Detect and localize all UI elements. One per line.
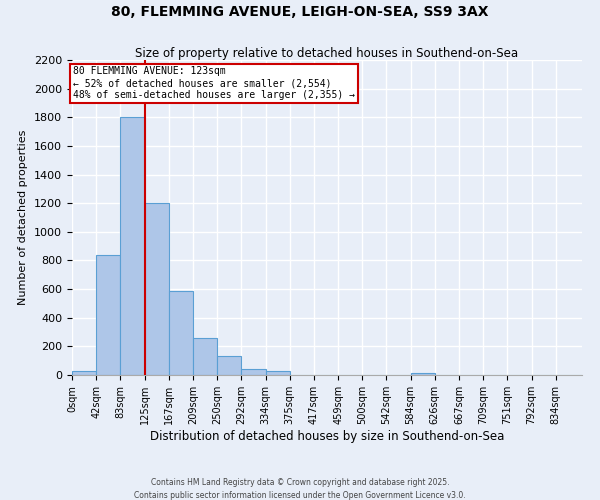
Bar bbox=[266, 370, 290, 375]
Text: 80, FLEMMING AVENUE, LEIGH-ON-SEA, SS9 3AX: 80, FLEMMING AVENUE, LEIGH-ON-SEA, SS9 3… bbox=[111, 5, 489, 19]
Bar bbox=[217, 356, 241, 375]
Bar bbox=[96, 254, 121, 375]
Text: 80 FLEMMING AVENUE: 123sqm
← 52% of detached houses are smaller (2,554)
48% of s: 80 FLEMMING AVENUE: 123sqm ← 52% of deta… bbox=[73, 66, 355, 100]
Bar bbox=[121, 118, 145, 375]
Title: Size of property relative to detached houses in Southend-on-Sea: Size of property relative to detached ho… bbox=[136, 47, 518, 60]
Y-axis label: Number of detached properties: Number of detached properties bbox=[19, 130, 28, 305]
Bar bbox=[72, 372, 96, 375]
Bar bbox=[193, 338, 217, 375]
Bar bbox=[169, 290, 193, 375]
Bar bbox=[145, 203, 169, 375]
X-axis label: Distribution of detached houses by size in Southend-on-Sea: Distribution of detached houses by size … bbox=[150, 430, 504, 442]
Bar bbox=[241, 368, 266, 375]
Bar bbox=[410, 373, 435, 375]
Text: Contains HM Land Registry data © Crown copyright and database right 2025.
Contai: Contains HM Land Registry data © Crown c… bbox=[134, 478, 466, 500]
